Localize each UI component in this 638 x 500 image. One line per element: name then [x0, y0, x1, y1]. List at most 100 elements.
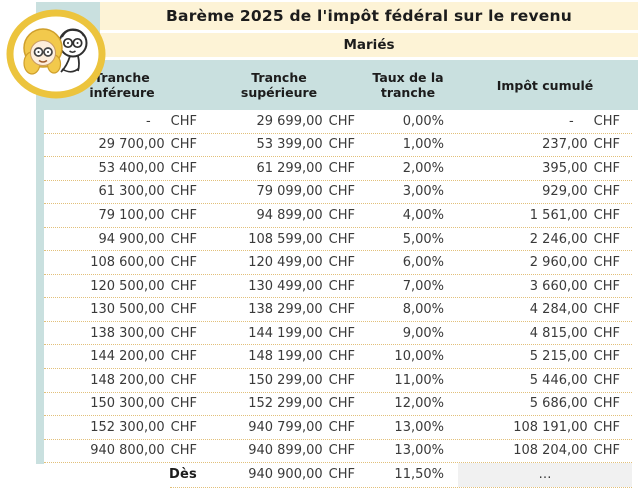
- cell-amount: 108 600,00: [90, 255, 165, 271]
- cell-amount: 108 191,00: [513, 419, 588, 435]
- cell-amount: 13,00%: [394, 419, 444, 435]
- column-header-cumulative-tax: Impôt cumulé: [496, 77, 594, 93]
- column-header-rate: Taux de la tranche: [372, 70, 444, 100]
- cell-currency: CHF: [328, 207, 355, 223]
- table-row: 108 600,00 CHF 120 499,00 CHF 6,00% 2 960,…: [44, 251, 632, 275]
- cell-cumulative-tax: 3 660,00 CHF: [458, 275, 632, 298]
- cell-lower-bracket: 61 300,00 CHF: [44, 181, 200, 204]
- cell-amount: 108 204,00: [513, 443, 588, 459]
- cell-currency: CHF: [593, 419, 620, 435]
- cell-amount: 11,50%: [394, 467, 444, 483]
- cell-upper-bracket: 152 299,00 CHF: [200, 393, 358, 416]
- cell-currency: CHF: [593, 231, 620, 247]
- cell-lower-bracket: - CHF: [44, 110, 200, 133]
- cell-currency: CHF: [328, 349, 355, 365]
- woman-figure: [23, 28, 63, 75]
- cell-cumulative-tax: 5 446,00 CHF: [458, 369, 632, 392]
- cell-amount: 2 960,00: [529, 255, 588, 271]
- cell-amount: 152 299,00: [248, 396, 323, 412]
- cell-upper-bracket: 940 799,00 CHF: [200, 416, 358, 439]
- cell-currency: CHF: [170, 325, 197, 341]
- cell-amount: Dès: [169, 467, 197, 483]
- cell-cumulative-tax: 4 284,00 CHF: [458, 298, 632, 321]
- cell-currency: CHF: [328, 302, 355, 318]
- cell-amount: 4 284,00: [529, 302, 588, 318]
- table-row: 152 300,00 CHF 940 799,00 CHF 13,00% 108 1…: [44, 416, 632, 440]
- table-body: - CHF 29 699,00 CHF 0,00% - CHF 29 700,00 CH…: [44, 110, 632, 487]
- cell-amount: 120 500,00: [90, 278, 165, 294]
- cell-currency: CHF: [170, 419, 197, 435]
- cell-amount: 395,00: [542, 160, 588, 176]
- cell-amount: 5 215,00: [529, 349, 588, 365]
- cell-currency: CHF: [593, 137, 620, 153]
- cell-upper-bracket: 94 899,00 CHF: [200, 204, 358, 227]
- cell-lower-bracket: 144 200,00 CHF: [44, 345, 200, 368]
- cell-currency: CHF: [170, 113, 197, 129]
- cell-amount: 237,00: [542, 137, 588, 153]
- column-header-upper-bracket: Tranche supérieure: [240, 70, 318, 100]
- cell-amount: 4 815,00: [529, 325, 588, 341]
- table-row: 94 900,00 CHF 108 599,00 CHF 5,00% 2 246,0…: [44, 228, 632, 252]
- cell-currency: CHF: [328, 113, 355, 129]
- cell-currency: CHF: [593, 325, 620, 341]
- cell-cumulative-tax: - CHF: [458, 110, 632, 133]
- table-row: 53 400,00 CHF 61 299,00 CHF 2,00% 395,00 CH…: [44, 157, 632, 181]
- cell-lower-bracket: 94 900,00 CHF: [44, 228, 200, 251]
- cell-currency: CHF: [593, 184, 620, 200]
- cell-currency: CHF: [170, 396, 197, 412]
- table-row: - CHF 29 699,00 CHF 0,00% - CHF: [44, 110, 632, 134]
- cell-amount: -: [568, 113, 574, 129]
- cell-currency: CHF: [593, 113, 620, 129]
- cell-amount: 11,00%: [394, 372, 444, 388]
- table-subtitle: Mariés: [100, 33, 638, 57]
- cell-currency: CHF: [593, 255, 620, 271]
- table-row: 79 100,00 CHF 94 899,00 CHF 4,00% 1 561,00…: [44, 204, 632, 228]
- cell-amount: 29 699,00: [256, 113, 323, 129]
- column-header-lower-bracket: Tranche inféreure: [89, 70, 155, 100]
- cell-amount: 9,00%: [402, 325, 444, 341]
- cell-currency: CHF: [170, 302, 197, 318]
- cell-currency: CHF: [328, 137, 355, 153]
- cell-upper-bracket: 79 099,00 CHF: [200, 181, 358, 204]
- cell-currency: CHF: [593, 302, 620, 318]
- cell-amount: 2 246,00: [529, 231, 588, 247]
- cell-lower-bracket: 152 300,00 CHF: [44, 416, 200, 439]
- cell-amount: 150 299,00: [248, 372, 323, 388]
- cell-amount: 130 499,00: [248, 278, 323, 294]
- cell-amount: 130 500,00: [90, 302, 165, 318]
- cell-upper-bracket: 108 599,00 CHF: [200, 228, 358, 251]
- cell-amount: 940 800,00: [90, 443, 165, 459]
- cell-currency: CHF: [328, 231, 355, 247]
- cell-cumulative-tax: 395,00 CHF: [458, 157, 632, 180]
- cell-upper-bracket: 138 299,00 CHF: [200, 298, 358, 321]
- cell-amount: 53 399,00: [256, 137, 323, 153]
- cell-amount: 5 686,00: [529, 396, 588, 412]
- cell-currency: CHF: [328, 255, 355, 271]
- table-row: 138 300,00 CHF 144 199,00 CHF 9,00% 4 815,…: [44, 322, 632, 346]
- cell-currency: CHF: [328, 372, 355, 388]
- cell-currency: CHF: [593, 349, 620, 365]
- cell-amount: 2,00%: [402, 160, 444, 176]
- cell-amount: 144 199,00: [248, 325, 323, 341]
- cell-currency: CHF: [593, 372, 620, 388]
- cell-currency: CHF: [170, 231, 197, 247]
- column-header-row: Tranche inféreure Tranche supérieure Tau…: [36, 60, 638, 110]
- cell-rate: 13,00%: [358, 416, 458, 439]
- cell-amount: 940 900,00: [248, 467, 323, 483]
- table-row: 130 500,00 CHF 138 299,00 CHF 8,00% 4 284,…: [44, 298, 632, 322]
- cell-currency: CHF: [593, 160, 620, 176]
- cell-amount: 3 660,00: [529, 278, 588, 294]
- cell-upper-bracket: 29 699,00 CHF: [200, 110, 358, 133]
- cell-amount: 152 300,00: [90, 419, 165, 435]
- cell-amount: 4,00%: [402, 207, 444, 223]
- cell-cumulative-tax: 237,00 CHF: [458, 134, 632, 157]
- cell-currency: CHF: [170, 443, 197, 459]
- cell-currency: CHF: [593, 207, 620, 223]
- cell-currency: CHF: [328, 160, 355, 176]
- cell-amount: 94 899,00: [256, 207, 323, 223]
- cell-lower-bracket: 53 400,00 CHF: [44, 157, 200, 180]
- cell-currency: CHF: [328, 443, 355, 459]
- table-row: 144 200,00 CHF 148 199,00 CHF 10,00% 5 215…: [44, 345, 632, 370]
- married-couple-icon: [6, 9, 106, 99]
- cell-cumulative-tax: …: [458, 463, 632, 487]
